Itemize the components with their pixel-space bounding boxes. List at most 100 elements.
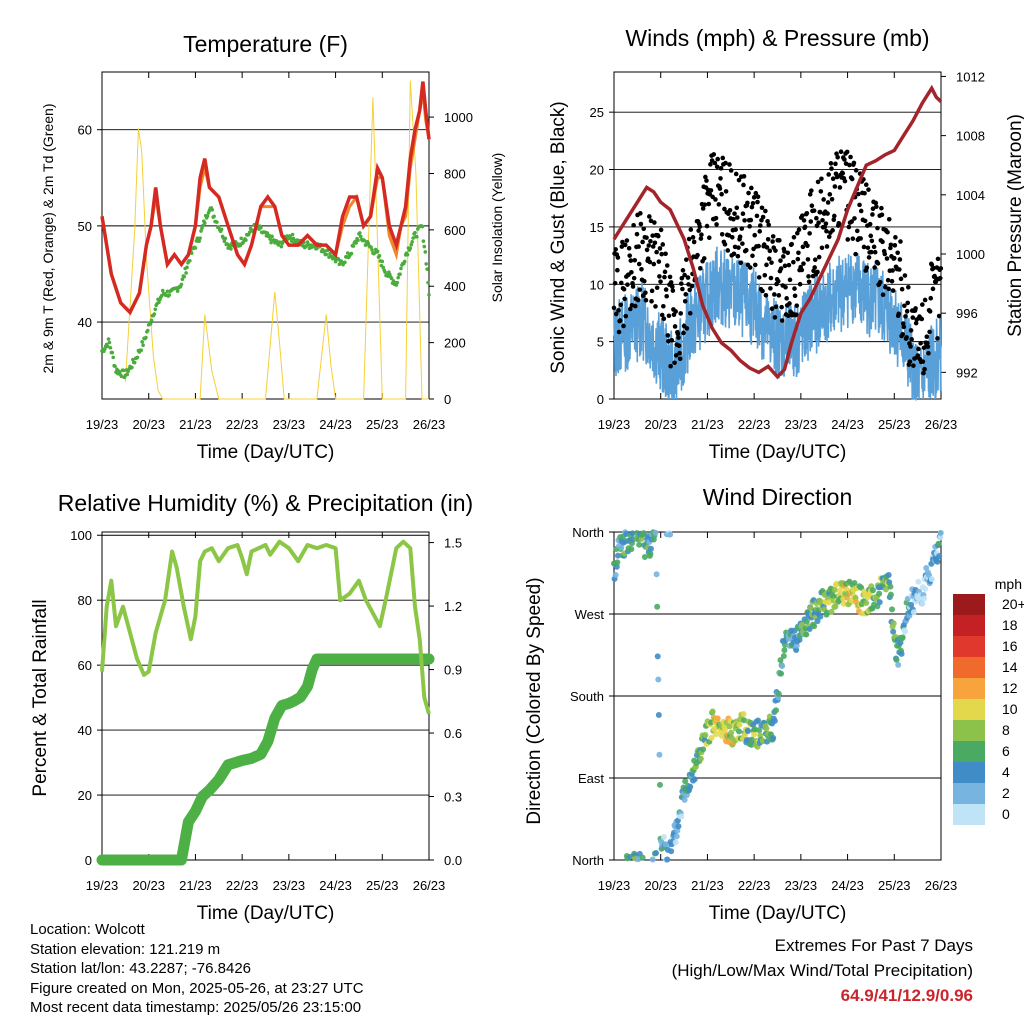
wind-direction-point <box>649 856 656 863</box>
wind-direction-point <box>697 755 704 762</box>
y-tick-label-3-3: West <box>575 607 605 622</box>
wind-gust-point <box>750 253 755 259</box>
wind-gust-point <box>874 204 879 209</box>
info-created: Figure created on Mon, 2025-05-26, at 23… <box>30 979 364 997</box>
wind-gust-point <box>761 242 767 247</box>
wind-gust-point <box>678 281 684 286</box>
wind-gust-point <box>652 220 657 225</box>
wind-gust-point <box>869 249 874 255</box>
wind-gust-point <box>616 308 621 313</box>
wind-gust-point <box>726 211 731 217</box>
wind-gust-point <box>864 265 870 270</box>
y-tick-label-3-1: East <box>578 771 604 786</box>
wind-direction-point <box>824 609 831 616</box>
wind-gust-point <box>817 209 823 215</box>
dewpoint-point <box>370 248 374 252</box>
x-tick-label-1-3: 22/23 <box>738 417 771 432</box>
x-tick-label-1-0: 19/23 <box>598 417 631 432</box>
wind-gust-point <box>846 224 852 230</box>
dewpoint-point <box>395 280 400 285</box>
wind-gust-point <box>852 216 857 221</box>
wind-gust-point <box>898 239 903 244</box>
wind-gust-point <box>726 233 732 238</box>
wind-gust-point <box>770 234 776 239</box>
wind-gust-point <box>625 282 630 287</box>
dewpoint-point <box>215 220 219 224</box>
wind-direction-point <box>887 591 894 598</box>
wind-gust-point <box>643 290 648 296</box>
wind-direction-point <box>876 590 883 597</box>
x-tick-label-3-0: 19/23 <box>598 878 631 893</box>
wind-gust-point <box>913 320 919 326</box>
wind-gust-point <box>900 321 906 326</box>
wind-gust-point <box>685 275 691 280</box>
wind-direction-point <box>910 609 917 616</box>
colorbar-swatch <box>953 594 985 615</box>
dewpoint-point <box>289 239 294 243</box>
wind-direction-point <box>653 571 660 578</box>
wind-gust-point <box>663 287 669 292</box>
dewpoint-point <box>410 239 414 244</box>
wind-gust-point <box>842 178 848 184</box>
wind-gust-point <box>658 227 664 233</box>
y-tick-label-2-2: 40 <box>78 723 92 738</box>
dewpoint-point <box>157 300 161 305</box>
y2-tick-label-2-4: 1.2 <box>444 599 462 614</box>
wind-gust-point <box>882 251 888 257</box>
dewpoint-point <box>362 238 367 243</box>
wind-gust-point <box>621 286 627 292</box>
wind-direction-point <box>614 559 621 566</box>
wind-gust-point <box>925 340 930 346</box>
pressure-line <box>612 84 943 380</box>
dewpoint-point <box>148 322 153 326</box>
x-tick-label-3-2: 21/23 <box>691 878 724 893</box>
x-tick-label-1-2: 21/23 <box>691 417 724 432</box>
wind-direction-point <box>863 599 870 606</box>
y-tick-label-1-2: 10 <box>590 277 604 292</box>
y-tick-label-3-4: North <box>572 525 604 540</box>
wind-direction-point <box>660 834 667 841</box>
wind-direction-point <box>901 628 908 635</box>
wind-gust-point <box>791 234 797 240</box>
wind-gust-point <box>714 164 720 170</box>
dewpoint-point <box>228 243 232 248</box>
wind-gust-point <box>901 324 907 330</box>
wind-direction-point <box>757 732 764 739</box>
wind-direction-point <box>755 717 762 724</box>
wind-gust-point <box>928 295 934 301</box>
wind-gust-point <box>868 233 874 239</box>
wind-direction-point <box>764 738 771 745</box>
dewpoint-point <box>351 244 356 248</box>
wind-gust-point <box>812 257 818 263</box>
wind-gust-point <box>853 168 859 173</box>
wind-gust-point <box>866 255 872 260</box>
wind-gust-point <box>695 252 700 258</box>
wind-direction-point <box>654 603 661 610</box>
wind-gust-point <box>782 263 788 269</box>
wind-gust-point <box>626 245 632 251</box>
wind-gust-point <box>916 346 921 352</box>
wind-gust-point <box>821 197 826 202</box>
wind-gust-point <box>869 238 875 244</box>
dewpoint-point <box>160 288 165 293</box>
x-tick-label-0-4: 23/23 <box>273 417 306 432</box>
wind-gust-point <box>641 226 647 232</box>
dewpoint-point <box>413 230 417 235</box>
wind-gust-point <box>806 274 811 279</box>
wind-gust-point <box>650 233 655 238</box>
colorbar-swatch <box>953 699 985 720</box>
wind-direction-point <box>830 593 837 600</box>
wind-gust-point <box>634 231 640 237</box>
wind-direction-point <box>771 717 778 724</box>
wind-gust-point <box>735 215 740 220</box>
y-tick-label-2-5: 100 <box>70 528 92 543</box>
wind-gust-point <box>925 344 931 349</box>
wind-gust-point <box>696 228 701 233</box>
wind-gust-point <box>922 366 927 372</box>
wind-gust-point <box>873 200 879 206</box>
wind-gust-point <box>717 186 723 191</box>
colorbar-label-9: 2 <box>1002 785 1010 801</box>
dewpoint-point <box>132 360 137 365</box>
dewpoint-point <box>153 307 158 312</box>
